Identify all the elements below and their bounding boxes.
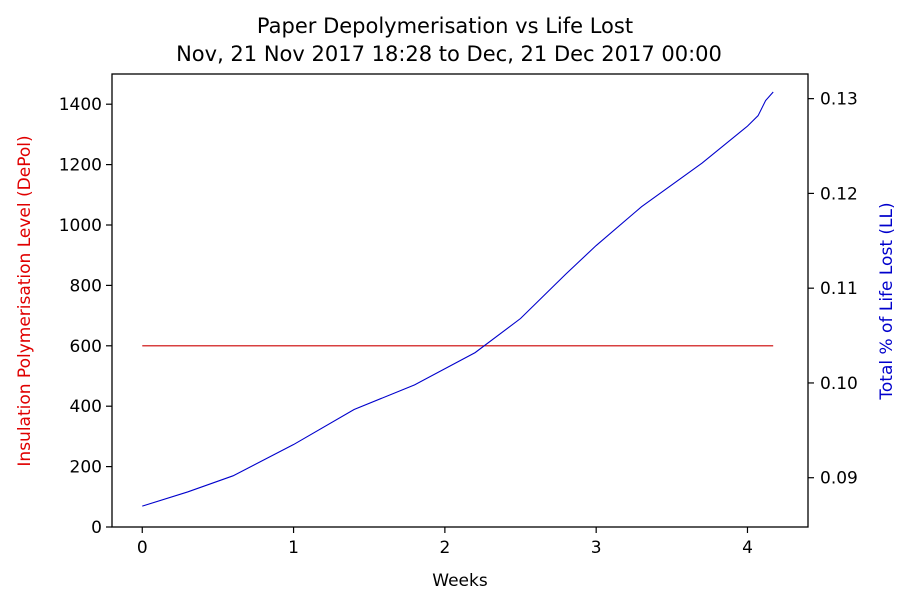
right-y-tick-label: 0.10	[820, 374, 858, 394]
left-y-tick-label: 400	[70, 397, 102, 417]
right-y-tick-label: 0.13	[820, 90, 858, 110]
right-y-tick-label: 0.09	[820, 469, 858, 489]
left-y-tick-label: 600	[70, 337, 102, 357]
plot-series	[142, 91, 774, 507]
left-y-tick-label: 1400	[59, 95, 102, 115]
chart-subtitle: Nov, 21 Nov 2017 18:28 to Dec, 21 Dec 20…	[176, 42, 722, 66]
x-tick-label: 0	[137, 538, 148, 558]
left-y-axis-ticks: 0 200 400 600 800 1000 1200 1400	[59, 95, 112, 538]
life-lost-series-line	[142, 91, 774, 507]
x-axis-ticks: 0 1 2 3 4	[137, 527, 753, 558]
left-y-axis-label: Insulation Polymerisation Level (DePol)	[15, 135, 35, 466]
x-tick-label: 4	[742, 538, 753, 558]
x-tick-label: 3	[591, 538, 602, 558]
x-axis-label: Weeks	[432, 571, 488, 591]
left-y-tick-label: 800	[70, 276, 102, 296]
right-y-tick-label: 0.12	[820, 184, 858, 204]
left-y-tick-label: 200	[70, 458, 102, 478]
x-tick-label: 1	[288, 538, 299, 558]
right-y-axis-label: Total % of Life Lost (LL)	[877, 202, 897, 400]
left-y-tick-label: 0	[91, 518, 102, 538]
right-y-axis-ticks: 0.09 0.10 0.11 0.12 0.13	[808, 90, 858, 489]
x-tick-label: 2	[439, 538, 450, 558]
chart-title: Paper Depolymerisation vs Life Lost	[257, 14, 633, 38]
right-y-tick-label: 0.11	[820, 279, 858, 299]
plot-frame	[111, 73, 809, 528]
left-y-tick-label: 1200	[59, 156, 102, 176]
left-y-tick-label: 1000	[59, 216, 102, 236]
